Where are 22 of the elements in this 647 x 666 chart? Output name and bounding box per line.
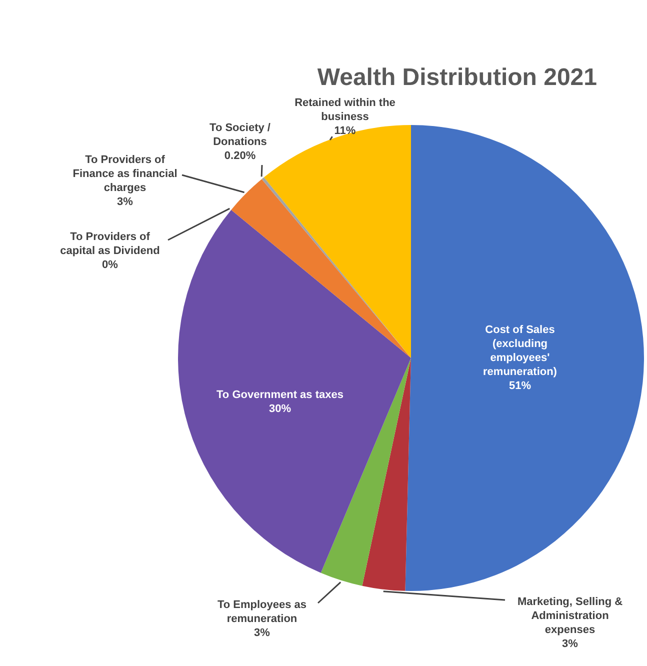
pie-slice (231, 179, 411, 358)
slice-label: Retained within the business (294, 97, 396, 123)
data-label: 3% (254, 627, 270, 639)
data-label: 11% (334, 125, 356, 137)
slice-label: To Government as taxes (216, 389, 344, 401)
slice-label: To Providers of Finance as financial charges (72, 154, 178, 194)
pie-slice (405, 125, 644, 591)
text: 0% (102, 259, 118, 271)
pie-slice (362, 358, 411, 591)
slice-label: To Employees as remuneration (217, 599, 307, 625)
data-label: 0.20% (224, 150, 256, 162)
chart-title: Wealth Distribution 2021 (317, 64, 597, 91)
data-label: 51% (508, 380, 532, 392)
data-label: 30% (268, 403, 292, 415)
data-label: 3% (562, 638, 578, 650)
category-label: To Providers of capital as Dividend (60, 231, 160, 257)
data-label: 3% (117, 196, 134, 208)
slice-label: Cost of Sales (excluding employees' remuneration) (483, 324, 558, 378)
pie-slice (178, 210, 411, 573)
slice-label: To Society / Donations (210, 122, 270, 148)
pie-slice (262, 177, 411, 358)
slice-label: Marketing, Selling & Administration expenses (517, 596, 623, 636)
